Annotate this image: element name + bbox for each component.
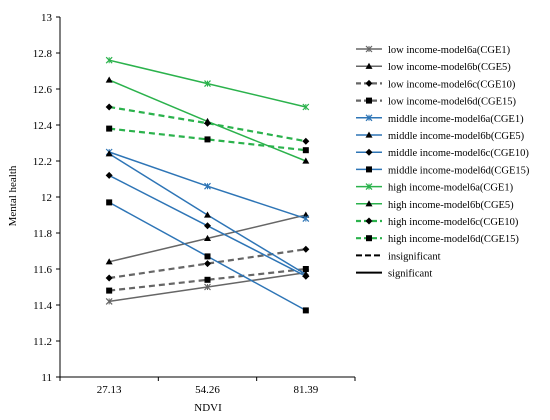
legend-marker (365, 131, 373, 138)
legend-style-significant: significant (356, 269, 432, 280)
y-tick-label: 11.8 (33, 228, 52, 240)
data-point-5-3 (302, 215, 310, 223)
x-tick-label: 81.39 (293, 384, 318, 396)
y-tick-label: 12.2 (33, 156, 52, 168)
series-line-4 (109, 267, 306, 292)
y-tick-label: 11.6 (33, 264, 52, 276)
data-point-9-1 (105, 56, 113, 64)
legend: low income-model6a(CGE1) low income-model… (356, 45, 530, 280)
legend-marker (365, 62, 373, 69)
x-axis-ticks: 27.13 54.26 81.39 (59, 377, 356, 396)
legend-label: significant (388, 269, 432, 280)
legend-label: middle income-model6c(CGE10) (388, 148, 529, 159)
data-point-2-2 (204, 234, 211, 242)
data-point-9-2 (204, 80, 211, 88)
legend-marker (365, 200, 373, 207)
legend-item-12: high income-model6d(CGE15) (356, 234, 519, 245)
data-point-8-3 (302, 307, 309, 314)
y-axis-title: Mental health (7, 165, 19, 226)
legend-marker (365, 45, 373, 53)
data-point-12-3 (302, 147, 309, 154)
y-tick-label: 12.8 (33, 48, 53, 60)
data-point-11-3 (302, 137, 310, 145)
legend-item-7: middle income-model6c(CGE10) (356, 148, 529, 159)
legend-label: insignificant (388, 251, 441, 262)
legend-item-8: middle income-model6d(CGE15) (356, 165, 530, 176)
series-line-12 (109, 127, 306, 152)
data-point-1-2 (204, 283, 211, 291)
legend-item-6: middle income-model6b(CGE5) (356, 131, 525, 142)
legend-label: high income-model6d(CGE15) (388, 234, 519, 245)
x-axis-title: NDVI (194, 402, 222, 414)
chart-axes (59, 17, 355, 378)
legend-item-4: low income-model6d(CGE15) (356, 97, 517, 108)
legend-item-11: high income-model6c(CGE10) (356, 217, 519, 228)
data-point-6-1 (105, 150, 113, 157)
legend-label: low income-model6c(CGE10) (388, 79, 516, 90)
legend-item-1: low income-model6a(CGE1) (356, 45, 511, 56)
y-axis-ticks: 11 11.2 11.4 11.6 11.8 12 12.2 12.4 12.6 12.8 13 (33, 12, 60, 384)
data-point-12-1 (106, 125, 113, 132)
data-point-5-2 (204, 182, 211, 190)
legend-item-3: low income-model6c(CGE10) (356, 79, 516, 90)
data-point-11-1 (105, 103, 113, 111)
legend-marker (365, 217, 373, 225)
legend-label: low income-model6d(CGE15) (388, 97, 517, 108)
data-point-7-2 (204, 222, 211, 230)
data-point-7-3 (302, 272, 310, 280)
y-tick-label: 12.4 (33, 120, 53, 132)
legend-label: low income-model6b(CGE5) (388, 62, 511, 73)
legend-item-9: high income-model6a(CGE1) (356, 183, 514, 194)
legend-item-5: middle income-model6a(CGE1) (356, 114, 524, 125)
data-point-10-1 (105, 76, 113, 83)
y-tick-label: 11 (41, 372, 52, 384)
legend-marker (366, 235, 372, 242)
y-tick-label: 12 (41, 192, 52, 204)
y-tick-label: 12.6 (33, 84, 53, 96)
data-point-12-2 (204, 136, 211, 143)
legend-marker (365, 148, 373, 156)
data-point-3-3 (302, 245, 310, 253)
legend-marker (365, 183, 373, 191)
legend-style-insignificant: insignificant (356, 251, 441, 262)
data-point-4-3 (302, 266, 309, 272)
legend-label: middle income-model6b(CGE5) (388, 131, 525, 142)
data-point-10-3 (302, 157, 310, 164)
data-point-3-2 (204, 260, 211, 268)
legend-label: low income-model6a(CGE1) (388, 45, 511, 56)
legend-label: high income-model6a(CGE1) (388, 183, 514, 194)
legend-label: high income-model6c(CGE10) (388, 217, 519, 228)
data-point-9-3 (302, 103, 310, 111)
data-point-3-1 (105, 274, 113, 282)
legend-marker (366, 97, 372, 104)
legend-marker (365, 79, 373, 87)
x-tick-label: 27.13 (97, 384, 122, 396)
data-point-4-2 (204, 276, 211, 283)
legend-marker (366, 166, 372, 173)
legend-item-10: high income-model6b(CGE5) (356, 200, 514, 211)
data-point-6-2 (204, 211, 211, 218)
series-line-11 (108, 105, 307, 143)
series-markers (105, 56, 310, 314)
legend-marker (365, 114, 373, 122)
legend-item-2: low income-model6b(CGE5) (356, 62, 511, 73)
legend-label: middle income-model6a(CGE1) (388, 114, 524, 125)
x-tick-label: 54.26 (195, 384, 220, 396)
y-tick-label: 13 (41, 12, 53, 24)
data-point-7-1 (105, 171, 113, 179)
legend-label: middle income-model6d(CGE15) (388, 165, 530, 176)
y-tick-label: 11.4 (33, 300, 52, 312)
data-point-4-1 (106, 287, 113, 294)
data-point-8-2 (204, 253, 211, 260)
data-point-11-2 (204, 119, 211, 127)
data-point-1-1 (105, 297, 113, 305)
legend-label: high income-model6b(CGE5) (388, 200, 514, 211)
data-point-2-1 (105, 258, 113, 265)
y-tick-label: 11.2 (33, 336, 52, 348)
data-point-8-1 (106, 199, 113, 206)
